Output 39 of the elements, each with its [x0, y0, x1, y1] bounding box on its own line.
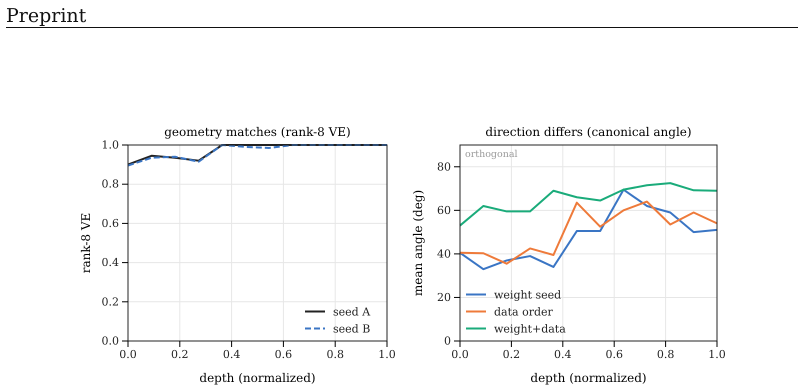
x-tick-label: 0.4 — [222, 348, 240, 361]
x-tick-label: 0.6 — [605, 348, 623, 361]
text: Preprint — [6, 5, 87, 27]
y-tick-label: 60 — [437, 204, 451, 217]
y-tick-label: 0.8 — [102, 178, 119, 191]
y-tick-label: 80 — [437, 160, 451, 174]
line-series — [459, 200, 718, 265]
chart-title: geometry matches (rank-8 VE) — [164, 125, 351, 139]
x-tick-label: 1.0 — [378, 348, 396, 361]
y-axis-title: mean angle (deg) — [411, 190, 425, 296]
x-tick-label: 0.0 — [451, 348, 469, 361]
y-axis-title: rank-8 VE — [79, 212, 93, 274]
y-tick-label: 40 — [437, 247, 451, 260]
x-tick-label: 1.0 — [708, 348, 726, 361]
x-tick-label: 0.8 — [656, 348, 674, 361]
y-tick-label: 0.0 — [102, 334, 119, 348]
x-tick-label: 0.6 — [274, 348, 292, 361]
x-tick-label: 0.2 — [171, 348, 189, 361]
line-series — [459, 182, 718, 227]
y-tick-label: 0.2 — [102, 295, 119, 308]
legend-label: data order — [494, 306, 554, 318]
x-axis-title: depth (normalized) — [199, 371, 316, 385]
annotation: orthogonal — [465, 149, 518, 160]
legend-label: weight seed — [494, 288, 562, 302]
x-tick-label: 0.0 — [119, 348, 137, 361]
y-tick-label: 0.6 — [102, 216, 119, 230]
y-tick-label: 0 — [444, 334, 451, 348]
legend-label: weight+data — [494, 322, 566, 336]
chart-title: direction differs (canonical angle) — [485, 125, 692, 139]
line-series — [459, 188, 718, 270]
x-tick-label: 0.8 — [326, 348, 344, 361]
x-tick-label: 0.4 — [554, 348, 572, 361]
legend-label: seed A — [333, 306, 372, 318]
x-tick-label: 0.2 — [502, 348, 520, 361]
y-tick-label: 1.0 — [102, 138, 119, 152]
y-tick-label: 0.4 — [102, 256, 119, 270]
legend-label: seed B — [333, 322, 370, 336]
y-tick-label: 20 — [437, 290, 451, 304]
x-axis-title: depth (normalized) — [530, 371, 647, 385]
